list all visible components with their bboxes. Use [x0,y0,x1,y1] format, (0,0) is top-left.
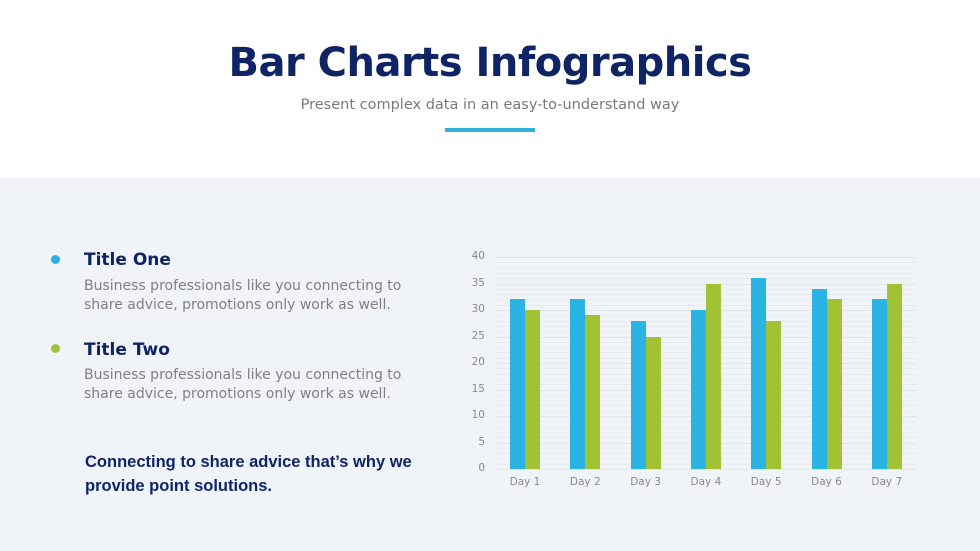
minor-gridline [495,278,917,280]
y-axis-tick-label: 10 [471,409,485,421]
bar-day-4-series-1 [690,310,706,469]
y-axis-tick-label: 0 [478,462,485,474]
x-axis-tick-label: Day 5 [750,476,782,488]
page-subtitle: Present complex data in an easy-to-under… [300,97,680,113]
y-axis-tick-label: 25 [471,329,485,342]
item-title-two: Title Two [84,340,170,360]
y-axis-tick-label: 30 [471,303,485,315]
y-axis-tick-label: 35 [471,276,485,289]
bar-day-6-series-1 [811,288,827,469]
bar-day-5-series-1 [751,278,767,469]
y-axis-tick-label: 5 [478,435,485,448]
accent-divider [445,128,535,132]
bullet-dot-icon [51,344,60,353]
bar-day-5-series-2 [766,320,782,469]
item-title-one: Title One [84,250,171,270]
header: Bar Charts Infographics Present complex … [0,0,980,178]
page-title: Bar Charts Infographics [228,40,752,86]
x-axis-tick-label: Day 6 [811,476,842,488]
item-desc-one: Business professionals like you connecti… [84,278,402,313]
bar-chart: 0 5 10 15 20 25 30 35 40 Day 1 Day 2 Day 3 Day 4 Day … [455,245,935,505]
bar-day-7-series-1 [871,299,887,469]
minor-gridline [495,272,917,274]
x-axis-tick-label: Day 2 [569,476,601,488]
bar-day-1-series-2 [525,310,540,469]
bar-day-3-series-2 [645,336,661,469]
bar-day-2-series-2 [585,315,601,469]
bar-day-2-series-1 [570,299,586,469]
x-axis-tick-label: Day 7 [871,476,903,488]
minor-gridline [495,267,917,269]
bar-day-7-series-2 [886,283,902,469]
y-axis-tick-label: 40 [471,250,485,262]
gridline [495,257,917,258]
x-axis-tick-label: Day 1 [509,476,541,488]
gridline [495,469,917,470]
item-desc-two: Business professionals like you connecti… [84,367,402,402]
bullet-dot-icon [51,255,60,264]
x-axis-tick-label: Day 4 [690,476,722,488]
bar-day-1-series-1 [510,299,525,469]
callout-text: Connecting to share advice that’s why we… [85,453,412,495]
bar-day-6-series-2 [826,299,842,469]
y-axis-tick-label: 20 [471,356,485,368]
x-axis-tick-label: Day 3 [630,476,661,488]
bar-day-4-series-2 [705,283,721,469]
bar-day-3-series-1 [630,320,646,469]
y-axis-tick-label: 15 [471,382,485,395]
minor-gridline [495,262,917,264]
